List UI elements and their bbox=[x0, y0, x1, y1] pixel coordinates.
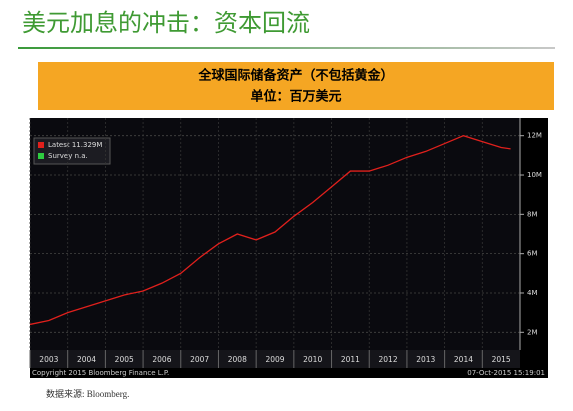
source-note: 数据来源: Bloomberg. bbox=[46, 388, 129, 399]
y-tick-label: 10M bbox=[527, 171, 542, 179]
x-tick-label: 2004 bbox=[77, 355, 96, 364]
x-tick-label: 2011 bbox=[341, 355, 360, 364]
plot-area bbox=[30, 118, 520, 350]
copyright: Copyright 2015 Bloomberg Finance L.P. bbox=[32, 369, 169, 377]
legend-swatch bbox=[38, 153, 44, 159]
x-axis-band bbox=[30, 350, 520, 368]
title-rule bbox=[18, 47, 555, 49]
x-tick-label: 2012 bbox=[379, 355, 398, 364]
slide-title: 美元加息的冲击：资本回流 bbox=[22, 9, 310, 37]
data-line bbox=[29, 135, 511, 326]
x-tick-label: 2010 bbox=[303, 355, 322, 364]
x-tick-label: 2007 bbox=[190, 355, 209, 364]
x-tick-label: 2008 bbox=[228, 355, 247, 364]
legend-entry: Latest 11.329M bbox=[48, 141, 102, 149]
chart-title: 全球国际储备资产（不包括黄金） bbox=[197, 68, 393, 84]
y-tick-label: 4M bbox=[527, 289, 538, 297]
y-tick-label: 2M bbox=[527, 328, 538, 336]
chart-subtitle: 单位：百万美元 bbox=[250, 89, 341, 105]
x-tick-label: 2003 bbox=[39, 355, 58, 364]
x-tick-label: 2013 bbox=[416, 355, 435, 364]
legend-box bbox=[33, 137, 111, 165]
y-tick-label: 12M bbox=[527, 132, 542, 140]
y-tick-label: 6M bbox=[527, 250, 538, 258]
x-tick-label: 2014 bbox=[454, 355, 473, 364]
legend-swatch bbox=[38, 142, 44, 148]
y-tick-label: 8M bbox=[527, 210, 538, 218]
x-tick-label: 2009 bbox=[265, 355, 284, 364]
timestamp: 07-Oct-2015 15:19:01 bbox=[467, 369, 545, 377]
x-tick-label: 2006 bbox=[152, 355, 171, 364]
chart-heading-box bbox=[38, 62, 554, 110]
x-tick-label: 2005 bbox=[115, 355, 134, 364]
x-tick-label: 2015 bbox=[492, 355, 511, 364]
